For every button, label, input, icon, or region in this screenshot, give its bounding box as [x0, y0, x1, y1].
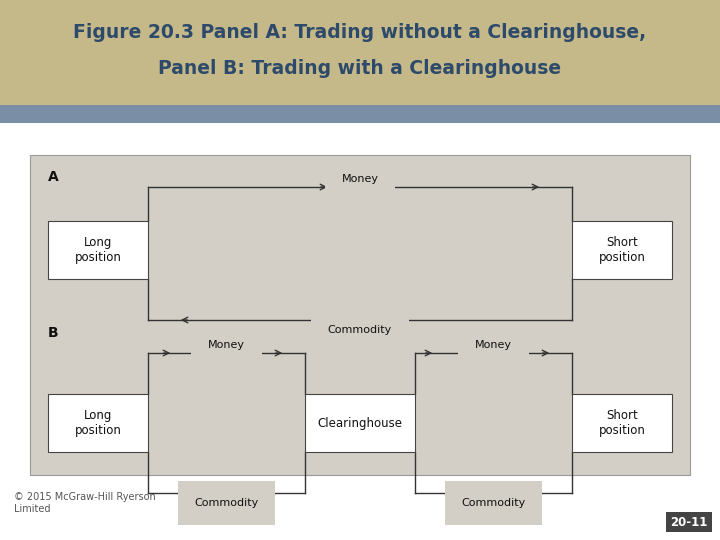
Bar: [0, 105, 720, 123]
Text: 20-11: 20-11: [670, 516, 708, 529]
Text: Short
position: Short position: [598, 236, 645, 264]
Text: © 2015 McGraw-Hill Ryerson
Limited: © 2015 McGraw-Hill Ryerson Limited: [14, 492, 156, 514]
Bar: [572, 221, 672, 279]
Text: Long
position: Long position: [75, 236, 122, 264]
Bar: [305, 394, 415, 452]
Bar: [48, 221, 148, 279]
Text: Short
position: Short position: [598, 409, 645, 437]
Bar: [48, 394, 148, 452]
Text: B: B: [48, 326, 58, 340]
Text: A: A: [48, 170, 59, 184]
Text: Panel B: Trading with a Clearinghouse: Panel B: Trading with a Clearinghouse: [158, 58, 562, 78]
Text: Money: Money: [208, 340, 245, 350]
Bar: [572, 394, 672, 452]
Text: Long
position: Long position: [75, 409, 122, 437]
Text: Figure 20.3 Panel A: Trading without a Clearinghouse,: Figure 20.3 Panel A: Trading without a C…: [73, 24, 647, 43]
Text: Clearinghouse: Clearinghouse: [318, 416, 402, 429]
Bar: [30, 155, 690, 475]
Text: Commodity: Commodity: [328, 325, 392, 335]
Bar: [666, 512, 712, 532]
Text: Commodity: Commodity: [462, 498, 526, 508]
Text: Money: Money: [475, 340, 512, 350]
Text: Commodity: Commodity: [194, 498, 258, 508]
Text: Money: Money: [341, 174, 379, 184]
Bar: [0, 0, 720, 105]
